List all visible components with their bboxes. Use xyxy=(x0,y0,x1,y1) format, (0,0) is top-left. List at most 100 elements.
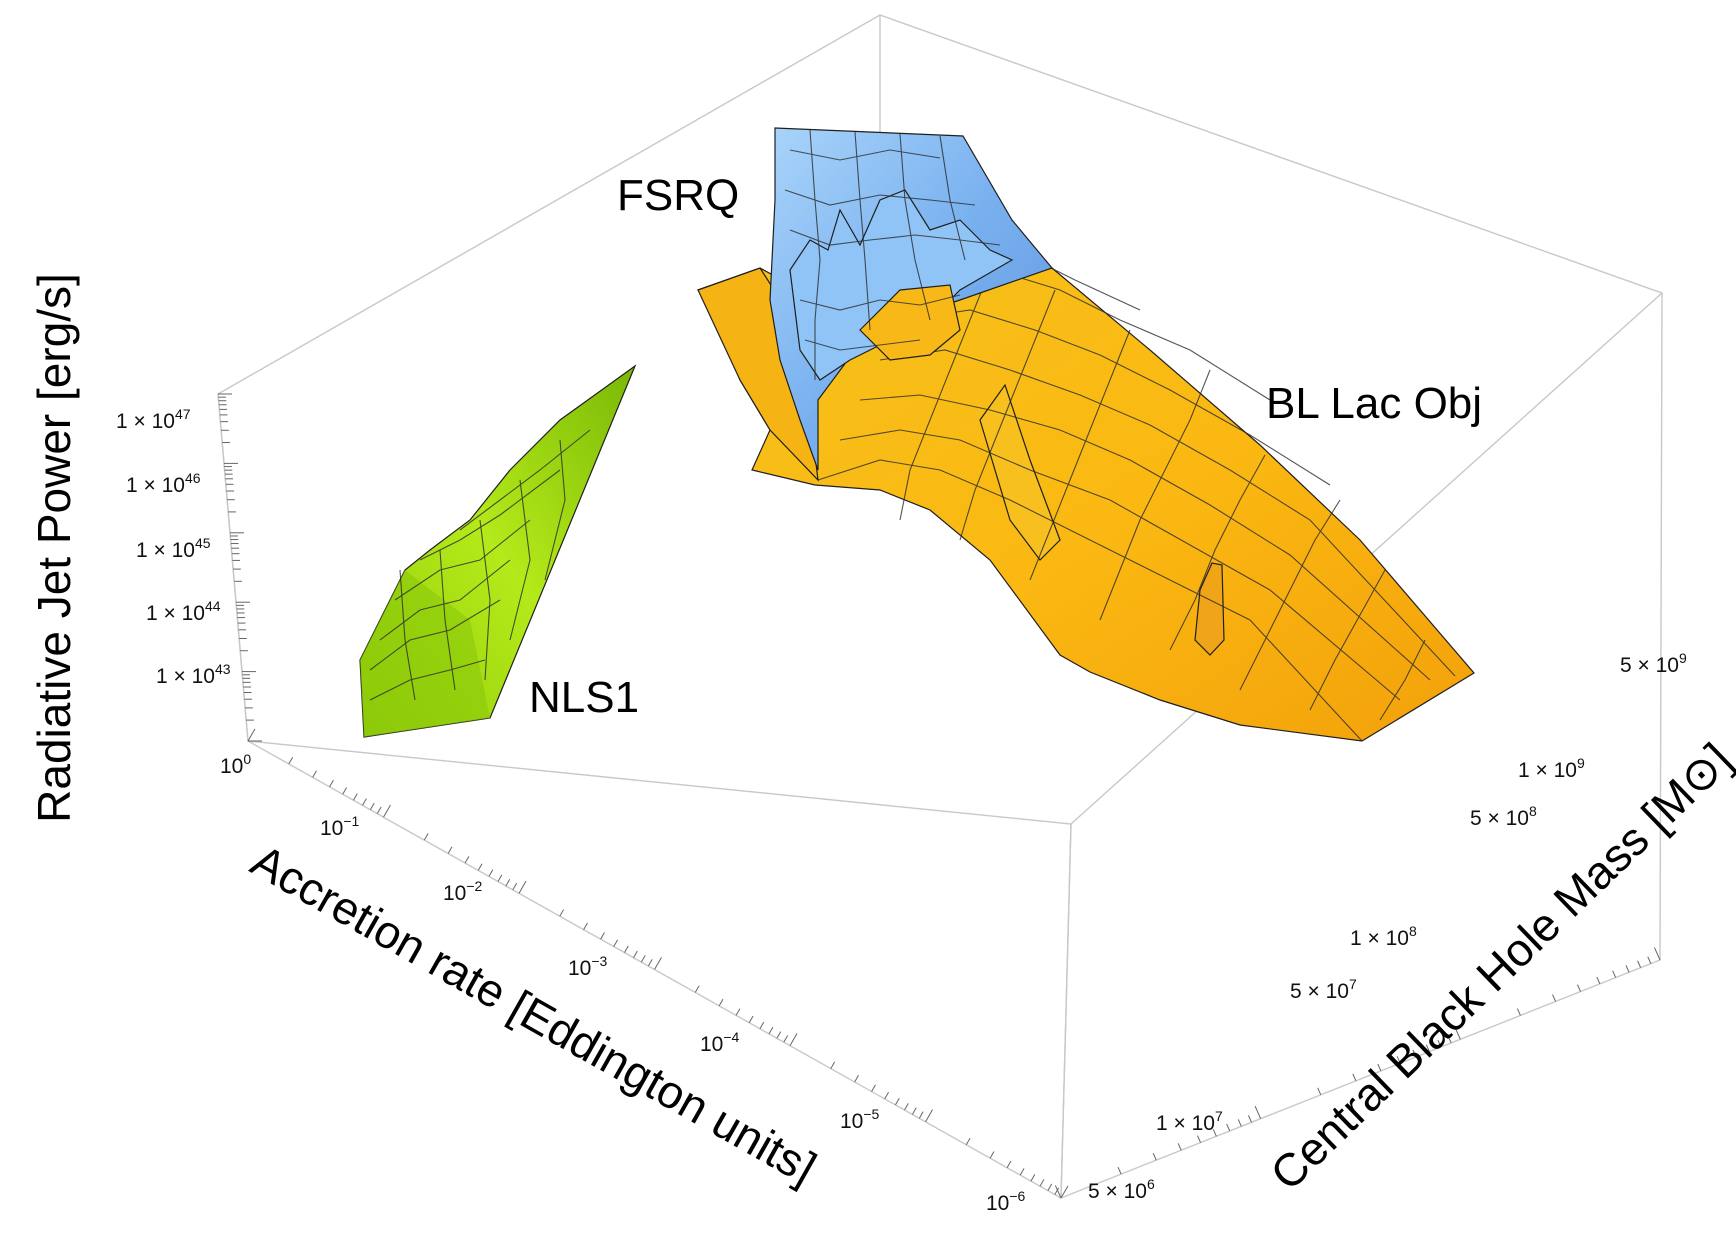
axis-tick xyxy=(488,869,494,877)
y-axis-title: Central Black Hole Mass [M⊙] xyxy=(1260,733,1736,1200)
axis-tick xyxy=(497,874,503,882)
axis-tick xyxy=(1054,1187,1060,1195)
series-fsrq-surface xyxy=(769,127,1054,471)
label-fsrq: FSRQ xyxy=(617,171,739,220)
axis-tick xyxy=(633,950,638,958)
axis-tick xyxy=(1237,1119,1242,1127)
axis-tick xyxy=(789,1033,798,1046)
axis-tick xyxy=(505,879,511,887)
series-bl-lac-surface xyxy=(697,239,1475,742)
y-tick-label: 1 × 109 xyxy=(1518,755,1585,782)
x-axis-title: Accretion rate [Eddington units] xyxy=(243,834,825,1194)
axis-tick xyxy=(1454,1026,1461,1040)
axis-tick xyxy=(1437,1039,1442,1048)
axis-tick xyxy=(518,880,527,894)
axis-tick xyxy=(871,1084,876,1092)
axis-tick xyxy=(1019,1168,1025,1176)
x-tick-label: 10−2 xyxy=(443,878,483,905)
axis-tick xyxy=(624,945,629,953)
axis-tick xyxy=(718,998,724,1007)
axis-tick xyxy=(1577,984,1582,992)
fsrq-mesh xyxy=(784,129,1001,380)
axis-tick xyxy=(447,846,453,854)
z-tick-label: 1 × 1046 xyxy=(126,470,201,497)
axis-tick xyxy=(1425,1044,1430,1052)
z-tick-label: 1 × 1047 xyxy=(116,406,191,433)
axis-tick xyxy=(654,957,662,970)
axis-tick xyxy=(1117,1166,1122,1175)
y-tick-label: 1 × 107 xyxy=(1156,1108,1223,1135)
x-tick-label: 10−1 xyxy=(320,813,360,840)
axis-tick xyxy=(559,909,565,917)
axis-tick xyxy=(613,939,618,947)
axis-tick xyxy=(1060,1185,1069,1199)
axis-tick xyxy=(1352,1073,1357,1082)
axis-tick xyxy=(464,856,470,864)
axis-tick xyxy=(1039,1179,1045,1187)
axis-tick xyxy=(376,806,382,814)
z-tick-label: 1 × 1044 xyxy=(146,598,221,625)
y-tick-label: 5 × 106 xyxy=(1088,1176,1155,1203)
axis-tick xyxy=(1177,1143,1182,1151)
axis-tick xyxy=(288,756,294,765)
axis-tick xyxy=(1197,1135,1202,1143)
axis-tick xyxy=(911,1107,917,1115)
axis-tick xyxy=(640,955,646,963)
x-tick-label: 10−5 xyxy=(840,1106,880,1133)
y-axis-ticks: 5 × 106 1 × 107 5 × 107 1 × 108 5 × 108 … xyxy=(1088,650,1687,1203)
axis-tick xyxy=(694,985,700,993)
x-tick-label: 100 xyxy=(220,751,251,778)
axis-tick xyxy=(583,922,588,930)
axis-tick xyxy=(1047,1183,1053,1191)
y-tick-label: 1 × 108 xyxy=(1350,923,1417,950)
z-axis-title: Radiative Jet Power [erg/s] xyxy=(28,273,80,823)
axis-tick xyxy=(904,1103,909,1111)
axis-tick xyxy=(312,770,317,778)
x-tick-label: 10−4 xyxy=(700,1029,740,1056)
axis-tick xyxy=(1412,1049,1417,1058)
axis-tick xyxy=(965,1137,971,1146)
x-tick-label: 10−6 xyxy=(986,1188,1026,1215)
axis-tick xyxy=(423,833,429,841)
axis-tick xyxy=(1006,1160,1012,1168)
fsrq-ridge xyxy=(789,189,1014,381)
nls1-shade xyxy=(360,570,490,737)
axis-tick xyxy=(783,1035,789,1043)
z-tick-label: 1 × 1045 xyxy=(136,535,211,562)
axis-tick xyxy=(1653,947,1661,961)
series-nls1-surface xyxy=(359,364,637,738)
y-tick-label: 5 × 107 xyxy=(1290,976,1357,1003)
axis-tick xyxy=(362,798,367,806)
axis-tick xyxy=(383,804,391,818)
axis-tick xyxy=(342,787,347,795)
axis-tick xyxy=(353,793,358,801)
bl-lac-spike xyxy=(1194,562,1225,656)
region-labels: FSRQ BL Lac Obj NLS1 xyxy=(529,171,1482,722)
axis-tick xyxy=(1516,1008,1521,1016)
axis-tick xyxy=(776,1031,782,1039)
x-axis-ticks: 100 10−1 10−2 10−3 10−4 10−5 10−6 xyxy=(220,751,1026,1215)
axis-tick xyxy=(1317,1087,1322,1095)
axis-tick xyxy=(1247,1115,1252,1123)
axis-tick xyxy=(748,1015,754,1023)
y-tick-label: 5 × 109 xyxy=(1620,650,1687,677)
axis-tick xyxy=(600,932,605,940)
axis-tick xyxy=(1254,1105,1262,1119)
axis-tick xyxy=(477,863,483,871)
axis-tick xyxy=(1030,1174,1036,1182)
axis-tick xyxy=(647,959,653,967)
axis-tick xyxy=(512,882,518,891)
axis-tick xyxy=(1054,1185,1062,1199)
axis-tick xyxy=(1612,970,1617,978)
axis-tick xyxy=(768,1026,774,1035)
axis-tick xyxy=(918,1111,924,1119)
z-tick-label: 1 × 1043 xyxy=(156,661,231,688)
axis-tick xyxy=(854,1075,859,1083)
axis-tick xyxy=(895,1097,900,1106)
axis-tick xyxy=(989,1151,995,1159)
axis-tick xyxy=(1377,1063,1382,1072)
axis-tick xyxy=(1637,960,1642,968)
label-nls1: NLS1 xyxy=(529,673,639,722)
fsrq-inner-orange xyxy=(859,284,961,361)
